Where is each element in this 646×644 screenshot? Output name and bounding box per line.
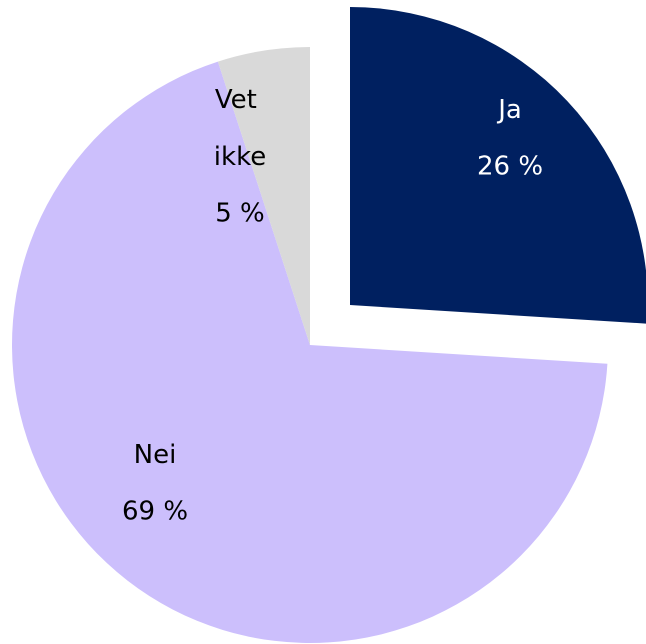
pie-slice — [12, 61, 608, 643]
slice-label: Ja — [496, 95, 522, 125]
slice-label: Vet ikke — [214, 85, 266, 172]
label-line: Vet — [215, 85, 265, 115]
value-label: 26 % — [477, 152, 543, 182]
slice-label: Nei — [134, 440, 177, 470]
pie-slice — [350, 7, 646, 324]
value-label: 69 % — [122, 497, 188, 527]
pie-slice — [217, 47, 310, 345]
label-line: Nei — [134, 440, 177, 470]
value-label: 5 % — [215, 199, 265, 229]
label-line: ikke — [214, 142, 266, 172]
label-line: Ja — [496, 95, 522, 125]
